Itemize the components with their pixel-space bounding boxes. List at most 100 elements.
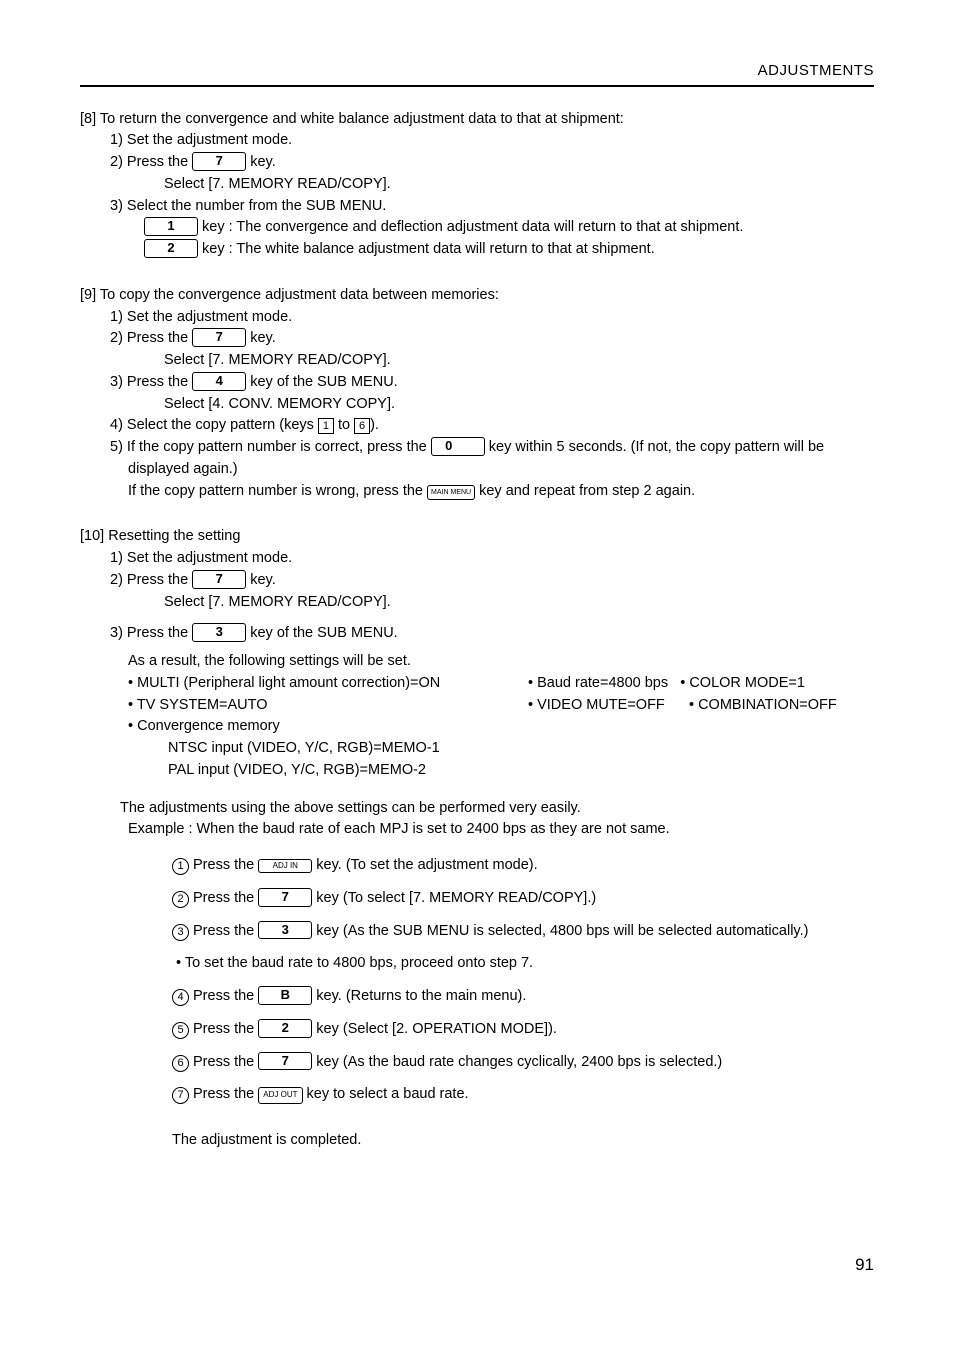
ex-bullet: • To set the baud rate to 4800 bps, proc… [172,953,874,975]
s8-k1-text: key : The convergence and deflection adj… [198,219,743,235]
r3a: NTSC input (VIDEO, Y/C, RGB)=MEMO-1 [128,738,528,760]
small-key-6: 6 [354,418,370,434]
s9-step5d: key and repeat from step 2 again. [475,483,695,499]
section-10-title: [10] Resetting the setting [80,526,874,548]
s10-step2-sub: Select [7. MEMORY READ/COPY]. [80,592,874,614]
s8-step2a: 2) Press the [110,154,192,170]
s10-step3: 3) Press the 3 key of the SUB MENU. [80,623,874,645]
s9-step4b: to [334,417,354,433]
s8-title-text: To return the convergence and white bala… [100,111,624,127]
key-2: 2 [144,239,198,258]
e1a: Press the [193,857,258,873]
s10-step2b: key. [246,572,276,588]
s8-step2-sub: Select [7. MEMORY READ/COPY]. [80,174,874,196]
e4a: Press the [193,988,258,1004]
s9-step3b: key of the SUB MENU. [246,374,398,390]
section-8-title: [8] To return the convergence and white … [80,109,874,131]
s10-right-col: • Baud rate=4800 bps • COLOR MODE=1 • VI… [528,673,874,782]
r1: • MULTI (Peripheral light amount correct… [128,673,528,695]
s10-title-text: Resetting the setting [108,528,240,544]
key-mainmenu: MAIN MENU [427,485,475,500]
s8-step2: 2) Press the 7 key. [80,152,874,174]
key-2: 2 [258,1019,312,1038]
s9-step5c-text: If the copy pattern number is wrong, pre… [128,483,427,499]
s10-step3b: key of the SUB MENU. [246,625,398,641]
section-9: [9] To copy the convergence adjustment d… [80,285,874,503]
e5b: key (Select [2. OPERATION MODE]). [312,1021,557,1037]
circle-6: 6 [172,1055,189,1072]
ex-6: 6Press the 7 key (As the baud rate chang… [172,1052,874,1074]
key-7: 7 [192,328,246,347]
r3: • Convergence memory [128,716,528,738]
e6a: Press the [193,1054,258,1070]
s10-step2a: 2) Press the [110,572,192,588]
s9-title-text: To copy the convergence adjustment data … [100,287,499,303]
s9-step3-sub: Select [4. CONV. MEMORY COPY]. [80,394,874,416]
s9-step4c: ). [370,417,379,433]
s9-step5c: If the copy pattern number is wrong, pre… [80,481,874,503]
small-key-1: 1 [318,418,334,434]
s8-step3-k1: 1 key : The convergence and deflection a… [80,217,874,239]
s10-adj1: The adjustments using the above settings… [80,798,874,820]
s10-step3a: 3) Press the [110,625,192,641]
r4: • Baud rate=4800 bps [528,675,668,691]
s10-adj2: Example : When the baud rate of each MPJ… [80,819,874,841]
ex-5: 5Press the 2 key (Select [2. OPERATION M… [172,1019,874,1041]
section-10: [10] Resetting the setting 1) Set the ad… [80,526,874,1152]
key-4: 4 [192,372,246,391]
s9-step4: 4) Select the copy pattern (keys 1 to 6)… [80,415,874,437]
s9-step2b: key. [246,330,276,346]
key-3: 3 [258,921,312,940]
r7: • COMBINATION=OFF [689,697,837,713]
e2b: key (To select [7. MEMORY READ/COPY].) [312,890,596,906]
e1b: key. (To set the adjustment mode). [312,857,537,873]
page-number: 91 [80,1252,874,1278]
s8-step2b: key. [246,154,276,170]
e2a: Press the [193,890,258,906]
s8-step3: 3) Select the number from the SUB MENU. [80,196,874,218]
s9-step1: 1) Set the adjustment mode. [80,307,874,329]
section-9-title: [9] To copy the convergence adjustment d… [80,285,874,307]
s10-left-col: • MULTI (Peripheral light amount correct… [128,673,528,782]
s10-settings: • MULTI (Peripheral light amount correct… [80,673,874,782]
page-header: ADJUSTMENTS [80,60,874,83]
ex-done: The adjustment is completed. [172,1130,874,1152]
s9-step3a: 3) Press the [110,374,192,390]
r2: • TV SYSTEM=AUTO [128,695,528,717]
s9-step5a: 5) If the copy pattern number is correct… [110,439,431,455]
key-7: 7 [192,570,246,589]
key-0: 0 [431,437,485,456]
s9-step5: 5) If the copy pattern number is correct… [80,437,874,481]
circle-7: 7 [172,1087,189,1104]
e5a: Press the [193,1021,258,1037]
ex-1: 1Press the ADJ IN key. (To set the adjus… [172,855,874,877]
circle-2: 2 [172,891,189,908]
s9-step2: 2) Press the 7 key. [80,328,874,350]
circle-5: 5 [172,1022,189,1039]
e7b: key to select a baud rate. [303,1086,469,1102]
key-adjin: ADJ IN [258,859,312,873]
ex-7: 7Press the ADJ OUT key to select a baud … [172,1084,874,1106]
key-3: 3 [192,623,246,642]
e7a: Press the [193,1086,258,1102]
key-7: 7 [258,888,312,907]
e3a: Press the [193,923,258,939]
section-8: [8] To return the convergence and white … [80,109,874,261]
s9-step3: 3) Press the 4 key of the SUB MENU. [80,372,874,394]
s10-step1: 1) Set the adjustment mode. [80,548,874,570]
ex-2: 2Press the 7 key (To select [7. MEMORY R… [172,888,874,910]
e3b: key (As the SUB MENU is selected, 4800 b… [312,923,808,939]
ex-3: 3Press the 3 key (As the SUB MENU is sel… [172,921,874,943]
key-adjout: ADJ OUT [258,1087,302,1103]
e4b: key. (Returns to the main menu). [312,988,526,1004]
key-1: 1 [144,217,198,236]
s8-step3-k2: 2 key : The white balance adjustment dat… [80,239,874,261]
header-rule [80,85,874,87]
example-steps: 1Press the ADJ IN key. (To set the adjus… [80,855,874,1152]
s9-step4a: 4) Select the copy pattern (keys [110,417,318,433]
circle-1: 1 [172,858,189,875]
r5: • VIDEO MUTE=OFF [528,697,665,713]
s8-step1: 1) Set the adjustment mode. [80,130,874,152]
s8-k2-text: key : The white balance adjustment data … [198,241,655,257]
key-7: 7 [192,152,246,171]
